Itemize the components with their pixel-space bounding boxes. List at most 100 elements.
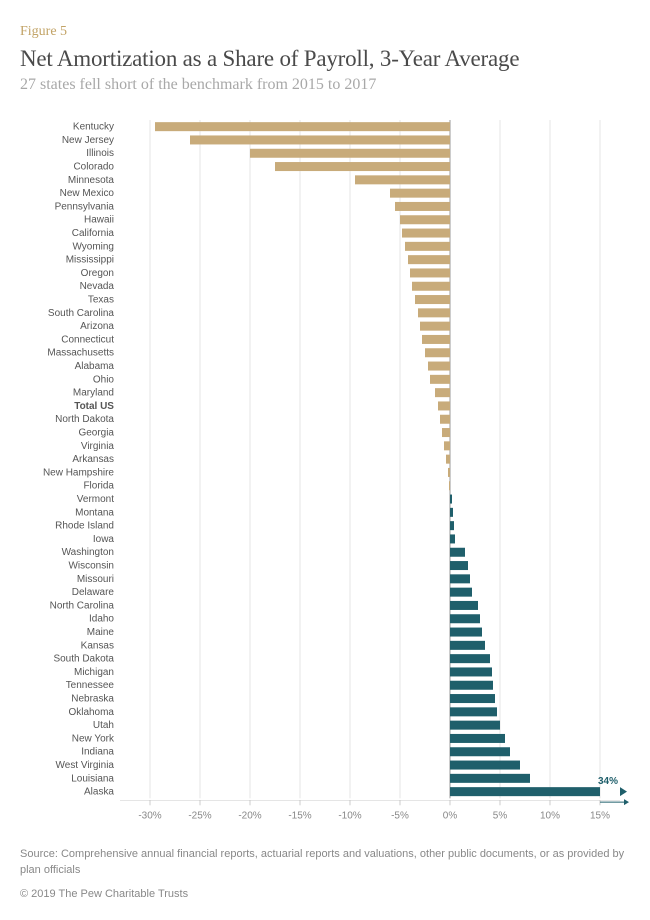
row-label: New Mexico xyxy=(60,188,115,199)
bar-chart: -30%-25%-20%-15%-10%-5%0%5%10%15%Kentuck… xyxy=(20,112,630,828)
row-label: Ohio xyxy=(93,374,115,385)
row-label: Indiana xyxy=(81,747,114,758)
bar xyxy=(442,428,450,437)
bar xyxy=(450,787,600,796)
bar xyxy=(450,588,472,597)
bar xyxy=(190,135,450,144)
row-label: Virginia xyxy=(81,441,115,452)
bar xyxy=(435,388,450,397)
bar xyxy=(450,707,497,716)
row-label: Illinois xyxy=(86,148,114,159)
bar xyxy=(450,628,482,637)
svg-text:-25%: -25% xyxy=(188,810,211,821)
row-label: Hawaii xyxy=(84,215,114,226)
row-label: Tennessee xyxy=(66,680,115,691)
row-label: Nebraska xyxy=(71,694,114,705)
bar xyxy=(250,149,450,158)
bar xyxy=(418,308,450,317)
row-label: Oklahoma xyxy=(68,707,114,718)
figure-label: Figure 5 xyxy=(20,24,630,40)
bar xyxy=(428,362,450,371)
row-label: Kansas xyxy=(81,640,114,651)
chart-subtitle: 27 states fell short of the benchmark fr… xyxy=(20,76,630,94)
bar xyxy=(450,681,493,690)
bar xyxy=(449,481,450,490)
bar xyxy=(400,215,450,224)
row-label: New Hampshire xyxy=(43,467,114,478)
row-label: Delaware xyxy=(72,587,115,598)
bar xyxy=(444,441,450,450)
bar xyxy=(450,747,510,756)
bar xyxy=(450,534,455,543)
bar xyxy=(450,774,530,783)
bar xyxy=(410,268,450,277)
bar xyxy=(405,242,450,251)
svg-text:5%: 5% xyxy=(493,810,508,821)
svg-text:0%: 0% xyxy=(443,810,458,821)
row-label: North Dakota xyxy=(55,414,114,425)
bar xyxy=(395,202,450,211)
svg-text:-15%: -15% xyxy=(288,810,311,821)
row-label: Michigan xyxy=(74,667,114,678)
bar xyxy=(430,375,450,384)
bar xyxy=(450,761,520,770)
row-label: Wyoming xyxy=(72,241,114,252)
bar xyxy=(448,468,450,477)
row-label: Maryland xyxy=(73,388,114,399)
row-label: Kentucky xyxy=(73,122,114,133)
bar xyxy=(355,175,450,184)
bar xyxy=(450,721,500,730)
row-label: Louisiana xyxy=(71,773,114,784)
row-label: Montana xyxy=(75,507,114,518)
row-label: Iowa xyxy=(93,534,115,545)
svg-text:-30%: -30% xyxy=(138,810,161,821)
row-label: Missouri xyxy=(77,574,114,585)
row-label: Minnesota xyxy=(68,175,115,186)
row-label: Alabama xyxy=(75,361,115,372)
row-label: Mississippi xyxy=(66,255,114,266)
row-label: South Carolina xyxy=(48,308,114,319)
bar xyxy=(450,521,454,530)
bar xyxy=(275,162,450,171)
bar xyxy=(438,401,450,410)
row-label: Massachusetts xyxy=(47,348,114,359)
row-label: South Dakota xyxy=(53,654,114,665)
row-label: Rhode Island xyxy=(55,521,114,532)
bar xyxy=(402,229,450,238)
row-label: Texas xyxy=(88,295,114,306)
bar xyxy=(415,295,450,304)
row-label: New York xyxy=(72,733,114,744)
source-text: Source: Comprehensive annual financial r… xyxy=(20,847,630,878)
bar xyxy=(450,667,492,676)
bar xyxy=(412,282,450,291)
row-label: Arizona xyxy=(80,321,114,332)
bar xyxy=(450,641,485,650)
bar xyxy=(450,694,495,703)
row-label: Maine xyxy=(87,627,115,638)
copyright-text: © 2019 The Pew Charitable Trusts xyxy=(20,888,630,900)
row-label: Pennsylvania xyxy=(55,201,115,212)
row-label: Oregon xyxy=(81,268,114,279)
bar xyxy=(420,322,450,331)
bar xyxy=(390,189,450,198)
row-label: North Carolina xyxy=(50,600,115,611)
bar xyxy=(450,548,465,557)
bar xyxy=(440,415,450,424)
row-label: Nevada xyxy=(80,281,115,292)
row-label: West Virginia xyxy=(56,760,115,771)
svg-text:-10%: -10% xyxy=(338,810,361,821)
bar xyxy=(450,654,490,663)
row-label: Alaska xyxy=(84,787,114,798)
bar xyxy=(450,614,480,623)
bar xyxy=(422,335,450,344)
bar xyxy=(450,734,505,743)
row-label: Wisconsin xyxy=(69,561,115,572)
row-label: Utah xyxy=(93,720,114,731)
bar xyxy=(425,348,450,357)
bar xyxy=(155,122,450,131)
row-label: Arkansas xyxy=(72,454,114,465)
bar xyxy=(450,561,468,570)
row-label: Washington xyxy=(62,547,114,558)
bar xyxy=(450,508,453,517)
row-label: Colorado xyxy=(73,162,114,173)
